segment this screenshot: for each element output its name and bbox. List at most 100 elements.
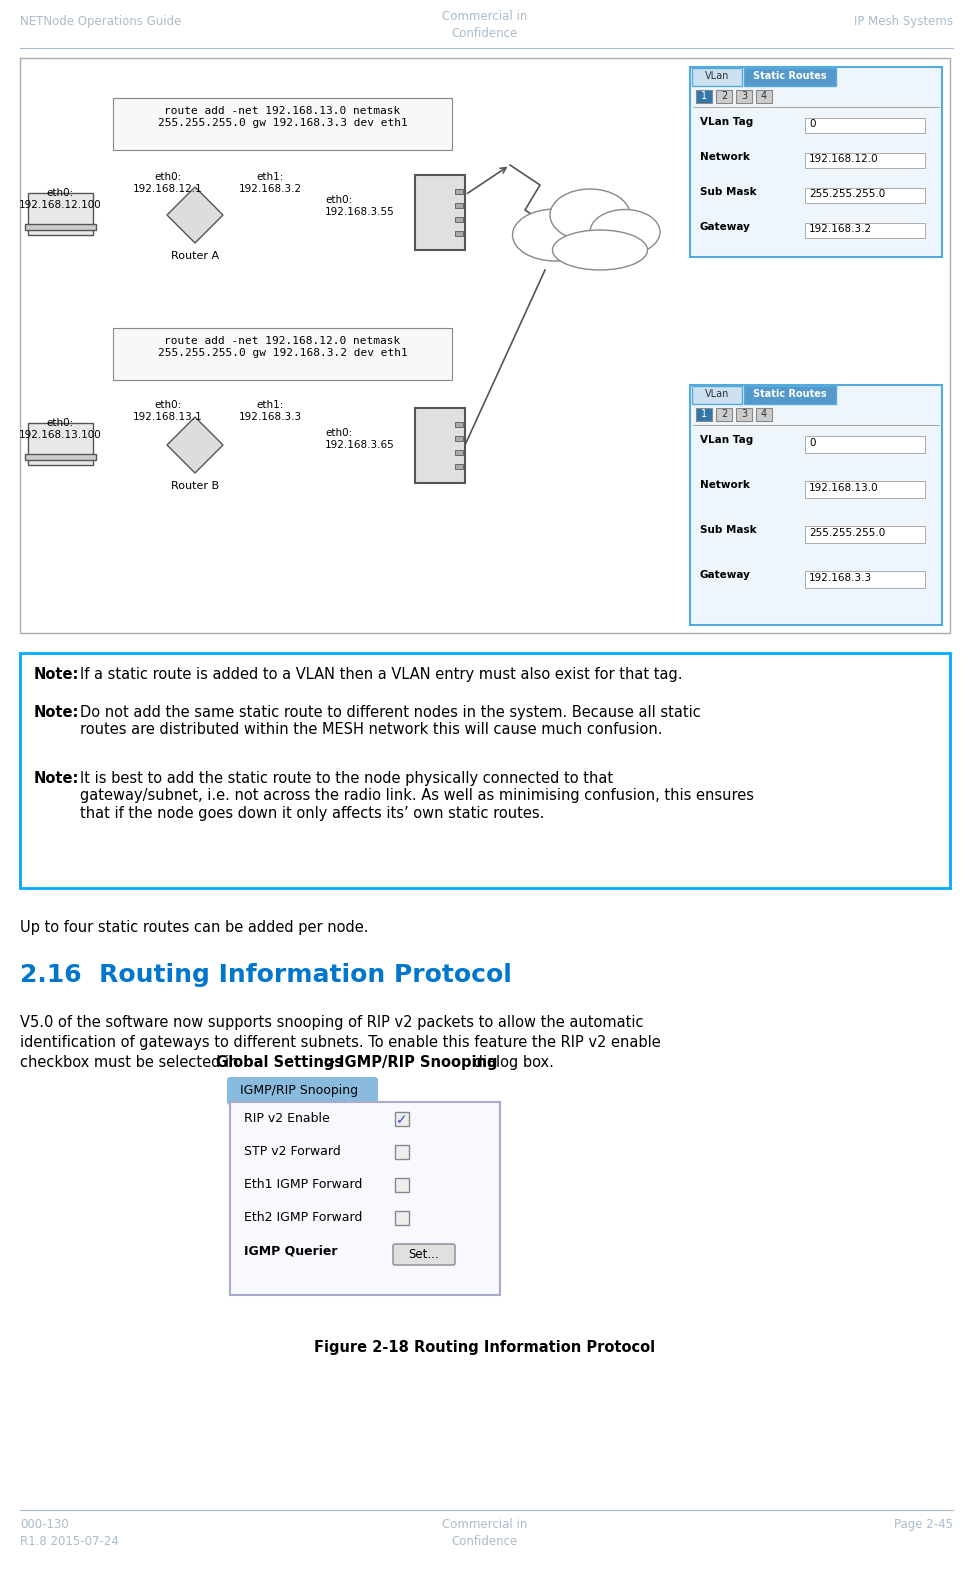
Text: 3: 3 xyxy=(741,91,747,101)
Bar xyxy=(25,453,96,460)
Text: IP Mesh Systems: IP Mesh Systems xyxy=(854,16,953,28)
Text: checkbox must be selected in: checkbox must be selected in xyxy=(20,1055,243,1070)
Text: Gateway: Gateway xyxy=(700,570,751,579)
Text: eth0:
192.168.13.100: eth0: 192.168.13.100 xyxy=(18,419,101,439)
Bar xyxy=(455,203,463,208)
FancyBboxPatch shape xyxy=(692,386,742,405)
Text: Router B: Router B xyxy=(171,482,219,491)
Bar xyxy=(455,231,463,236)
Text: Eth1 IGMP Forward: Eth1 IGMP Forward xyxy=(244,1177,362,1192)
Bar xyxy=(28,194,93,235)
Bar xyxy=(415,175,465,250)
FancyBboxPatch shape xyxy=(227,1077,378,1105)
Bar xyxy=(805,571,925,589)
Text: eth0:
192.168.12.1: eth0: 192.168.12.1 xyxy=(133,172,203,194)
Text: 192.168.12.0: 192.168.12.0 xyxy=(809,154,879,164)
Text: Note:: Note: xyxy=(34,705,80,719)
Text: 192.168.3.3: 192.168.3.3 xyxy=(809,573,872,582)
Text: Note:: Note: xyxy=(34,667,80,682)
Text: 4: 4 xyxy=(761,409,767,419)
Text: Page 2-45: Page 2-45 xyxy=(894,1517,953,1532)
Text: eth0:
192.168.13.1: eth0: 192.168.13.1 xyxy=(133,400,203,422)
Bar xyxy=(455,450,463,455)
Text: Static Routes: Static Routes xyxy=(753,71,827,80)
Bar xyxy=(805,482,925,497)
Bar xyxy=(716,90,732,102)
Text: Figure 2-18 Routing Information Protocol: Figure 2-18 Routing Information Protocol xyxy=(315,1339,655,1355)
Bar xyxy=(455,422,463,427)
Text: route add -net 192.168.13.0 netmask
255.255.255.0 gw 192.168.3.3 dev eth1: route add -net 192.168.13.0 netmask 255.… xyxy=(157,105,408,127)
Bar xyxy=(395,1210,409,1225)
Text: Static Routes: Static Routes xyxy=(753,389,827,398)
Text: ✓: ✓ xyxy=(396,1113,408,1127)
Bar xyxy=(805,187,925,203)
Text: identification of gateways to different subnets. To enable this feature the RIP : identification of gateways to different … xyxy=(20,1036,660,1050)
Text: 1: 1 xyxy=(701,409,707,419)
Text: Up to four static routes can be added per node.: Up to four static routes can be added pe… xyxy=(20,919,369,935)
Bar xyxy=(716,408,732,420)
Text: 192.168.13.0: 192.168.13.0 xyxy=(809,483,879,493)
Bar xyxy=(33,455,88,460)
Text: Sub Mask: Sub Mask xyxy=(700,187,756,197)
Text: eth0:
192.168.3.65: eth0: 192.168.3.65 xyxy=(325,428,395,450)
FancyBboxPatch shape xyxy=(113,98,452,150)
Text: Gateway: Gateway xyxy=(700,222,751,231)
Text: IGMP/RIP Snooping: IGMP/RIP Snooping xyxy=(339,1055,497,1070)
Bar xyxy=(805,118,925,132)
Text: IGMP Querier: IGMP Querier xyxy=(244,1243,338,1258)
Text: VLan Tag: VLan Tag xyxy=(700,434,753,445)
Ellipse shape xyxy=(550,189,630,241)
Bar xyxy=(805,526,925,543)
FancyBboxPatch shape xyxy=(393,1243,455,1265)
Bar xyxy=(455,436,463,441)
Bar xyxy=(736,90,752,102)
Text: NETNode Operations Guide: NETNode Operations Guide xyxy=(20,16,182,28)
Text: If a static route is added to a VLAN then a VLAN entry must also exist for that : If a static route is added to a VLAN the… xyxy=(80,667,683,682)
Bar xyxy=(805,224,925,238)
Text: 255.255.255.0: 255.255.255.0 xyxy=(809,527,886,538)
Text: Network: Network xyxy=(700,480,750,490)
Text: 0: 0 xyxy=(809,438,816,449)
Text: 2: 2 xyxy=(720,409,727,419)
Text: IGMP/RIP Snooping: IGMP/RIP Snooping xyxy=(240,1084,358,1097)
Text: Sub Mask: Sub Mask xyxy=(700,526,756,535)
Bar xyxy=(455,464,463,469)
Bar xyxy=(28,423,93,464)
Bar xyxy=(455,189,463,194)
Bar xyxy=(756,408,772,420)
Text: 1: 1 xyxy=(701,91,707,101)
FancyBboxPatch shape xyxy=(113,327,452,379)
Text: 2: 2 xyxy=(720,91,727,101)
Polygon shape xyxy=(167,417,223,474)
Text: 3: 3 xyxy=(741,409,747,419)
Text: Network: Network xyxy=(700,153,750,162)
Text: Commercial in
Confidence: Commercial in Confidence xyxy=(443,1517,527,1547)
Text: 2.16  Routing Information Protocol: 2.16 Routing Information Protocol xyxy=(20,963,512,987)
Text: >: > xyxy=(319,1055,341,1070)
Bar xyxy=(20,58,950,633)
Text: dialog box.: dialog box. xyxy=(469,1055,553,1070)
Bar xyxy=(690,68,942,257)
Text: Global Settings: Global Settings xyxy=(216,1055,343,1070)
Text: VLan: VLan xyxy=(705,389,729,398)
Bar xyxy=(395,1144,409,1158)
FancyBboxPatch shape xyxy=(744,68,836,87)
Bar xyxy=(415,408,465,483)
Bar xyxy=(696,90,712,102)
Text: eth0:
192.168.12.100: eth0: 192.168.12.100 xyxy=(18,187,101,209)
Bar xyxy=(395,1111,409,1125)
Text: 0: 0 xyxy=(809,120,816,129)
Text: 192.168.3.2: 192.168.3.2 xyxy=(809,224,872,235)
Text: Set...: Set... xyxy=(409,1248,439,1261)
Text: eth0:
192.168.3.55: eth0: 192.168.3.55 xyxy=(325,195,395,217)
Text: Eth2 IGMP Forward: Eth2 IGMP Forward xyxy=(244,1210,362,1225)
Bar xyxy=(33,225,88,230)
Ellipse shape xyxy=(513,209,597,261)
Bar xyxy=(455,217,463,222)
Text: VLan: VLan xyxy=(705,71,729,80)
Text: Note:: Note: xyxy=(34,771,80,785)
Bar xyxy=(690,386,942,625)
Polygon shape xyxy=(167,187,223,242)
Text: VLan Tag: VLan Tag xyxy=(700,116,753,127)
Bar xyxy=(696,408,712,420)
